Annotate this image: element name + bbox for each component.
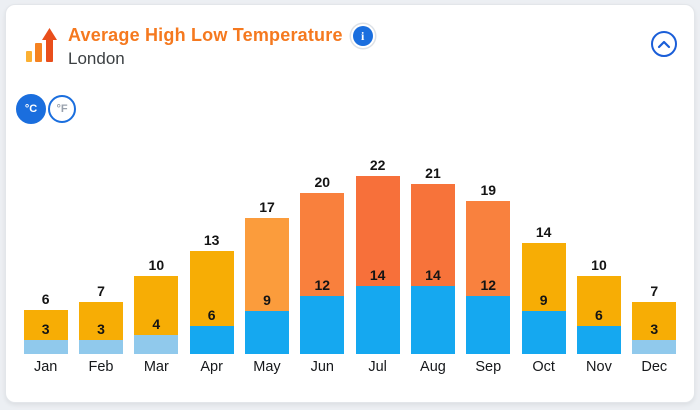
unit-toggle: °C °F xyxy=(16,94,76,124)
temperature-bar xyxy=(23,310,68,354)
high-value-label: 6 xyxy=(41,291,50,307)
low-segment xyxy=(355,286,400,354)
low-segment xyxy=(300,296,345,354)
temperature-bar xyxy=(410,184,455,354)
chevron-up-icon xyxy=(657,40,671,49)
month-label: Jul xyxy=(368,359,387,375)
temperature-bar xyxy=(521,243,566,354)
temperature-bar xyxy=(300,193,345,354)
high-value-label: 14 xyxy=(535,224,552,240)
celsius-button[interactable]: °C xyxy=(16,94,46,124)
low-value-label: 3 xyxy=(97,321,105,337)
location-label: London xyxy=(68,49,125,68)
month-label: Feb xyxy=(88,359,114,375)
temperature-bar xyxy=(78,302,123,354)
low-value-label: 4 xyxy=(152,316,161,332)
month-label: Nov xyxy=(586,359,612,375)
bar-column: 14 9 xyxy=(516,114,571,354)
bar-column: 10 6 xyxy=(571,114,626,354)
month-label: Apr xyxy=(200,359,223,375)
low-segment xyxy=(521,311,566,354)
month-label: Aug xyxy=(420,359,446,375)
widget-title: Average High Low Temperature xyxy=(68,25,343,45)
low-segment xyxy=(632,340,677,354)
temperature-bar xyxy=(134,276,179,354)
temperature-bar xyxy=(466,201,511,354)
bar-column: 21 14 xyxy=(405,114,460,354)
temperature-bar xyxy=(244,218,289,354)
high-value-label: 10 xyxy=(591,257,607,273)
low-segment xyxy=(466,296,511,354)
month-label: Jun xyxy=(310,359,334,375)
high-value-label: 7 xyxy=(97,283,105,299)
low-segment xyxy=(189,326,234,354)
low-value-label: 9 xyxy=(539,292,548,308)
low-value-label: 6 xyxy=(595,307,603,323)
low-value-label: 9 xyxy=(263,292,271,308)
low-value-label: 3 xyxy=(650,321,659,337)
low-value-label: 12 xyxy=(480,277,497,293)
month-label: Oct xyxy=(532,359,555,375)
month-label: May xyxy=(253,359,281,375)
low-value-label: 12 xyxy=(314,277,331,293)
rising-bar-chart-icon xyxy=(22,27,60,70)
bar-column: 22 14 xyxy=(350,114,405,354)
high-value-label: 13 xyxy=(203,232,220,248)
weather-widget-card: Average High Low Temperature i London °C… xyxy=(5,4,695,403)
temperature-bar xyxy=(355,176,400,354)
high-value-label: 17 xyxy=(259,199,275,215)
fahrenheit-button[interactable]: °F xyxy=(48,95,76,123)
info-button[interactable]: i xyxy=(352,25,373,46)
high-value-label: 7 xyxy=(650,283,659,299)
low-value-label: 6 xyxy=(207,307,216,323)
high-value-label: 20 xyxy=(314,174,331,190)
bar-column: 13 6 xyxy=(184,114,239,354)
bar-column: 19 12 xyxy=(461,114,516,354)
high-value-label: 22 xyxy=(369,157,386,173)
month-label: Mar xyxy=(143,359,169,375)
temperature-bar xyxy=(632,302,677,354)
low-segment xyxy=(23,340,68,354)
month-label: Sep xyxy=(475,359,502,375)
low-value-label: 14 xyxy=(369,267,386,283)
low-value-label: 3 xyxy=(41,321,50,337)
high-value-label: 19 xyxy=(480,182,497,198)
month-label: Dec xyxy=(641,359,668,375)
collapse-button[interactable] xyxy=(651,31,677,57)
low-segment xyxy=(78,340,123,354)
info-icon: i xyxy=(361,28,365,43)
month-label: Jan xyxy=(33,359,58,375)
temperature-bar xyxy=(576,276,621,354)
month-axis: Jan Feb Mar Apr May Jun Jul Aug Sep Oct Nov Dec xyxy=(18,359,682,375)
bar-column: 20 12 xyxy=(295,114,350,354)
low-segment xyxy=(134,335,179,354)
chart-area: 6 3 7 3 10 4 13 6 17 9 20 12 22 14 21 14 19 12 14 9 10 6 7 3 xyxy=(18,114,682,354)
high-value-label: 21 xyxy=(425,165,441,181)
low-segment xyxy=(576,326,621,354)
low-segment xyxy=(244,311,289,354)
bar-column: 17 9 xyxy=(239,114,294,354)
low-segment xyxy=(410,286,455,354)
high-value-label: 10 xyxy=(148,257,165,273)
bar-column: 10 4 xyxy=(129,114,184,354)
temperature-bar xyxy=(189,251,234,354)
header: Average High Low Temperature i London xyxy=(68,25,373,69)
low-value-label: 14 xyxy=(425,267,441,283)
